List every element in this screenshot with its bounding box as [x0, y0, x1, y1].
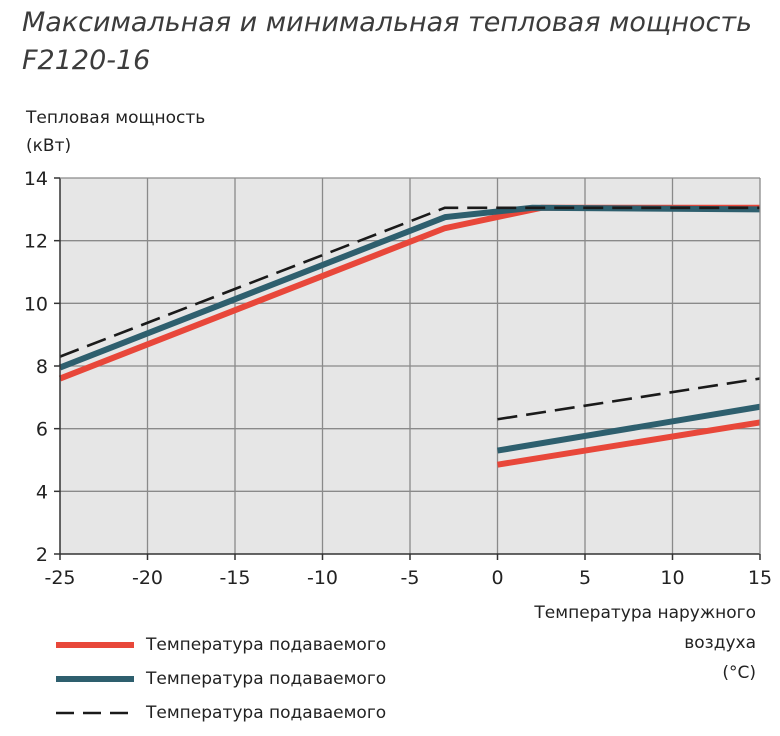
legend-swatch-red — [56, 641, 134, 649]
x-tick-label: 5 — [579, 567, 591, 589]
series-line-dashed-min — [497, 377, 761, 421]
legend-label-teal: Температура подаваемого — [146, 669, 387, 689]
legend-item-teal: Температура подаваемого — [56, 662, 386, 696]
axes — [54, 177, 761, 560]
y-tick-label: 14 — [24, 168, 48, 190]
y-tick-label: 12 — [24, 231, 48, 253]
series-line-dashed-max — [59, 206, 760, 358]
x-tick-label: -20 — [132, 567, 163, 589]
x-tick-label: -5 — [401, 567, 420, 589]
x-tick-label: -10 — [307, 567, 338, 589]
line-chart: 2 4 6 8 10 12 14 -25 -20 -15 -10 -5 0 5 10 15 — [24, 168, 772, 589]
legend-swatch-teal — [56, 675, 134, 683]
x-tick-label: 15 — [748, 567, 772, 589]
chart-title-line2: F2120-16 — [22, 45, 151, 76]
x-axis-label-line2: воздуха — [684, 633, 756, 653]
x-axis-label: Температура наружного воздуха (°C) — [496, 598, 756, 688]
grid — [60, 178, 760, 554]
x-axis-label-line3: (°C) — [722, 663, 756, 683]
y-axis-label-line1: Тепловая мощность — [26, 108, 206, 128]
y-tick-label: 8 — [36, 356, 48, 378]
chart-title-line1: Максимальная и минимальная тепловая мощн… — [22, 7, 753, 38]
x-axis-label-line1: Температура наружного — [534, 603, 756, 623]
x-tick-label: -25 — [44, 567, 75, 589]
legend-label-dashed: Температура подаваемого — [146, 703, 387, 723]
y-tick-label: 10 — [24, 293, 48, 315]
series-group — [58, 204, 761, 468]
x-tick-label: 10 — [660, 567, 684, 589]
legend-item-red: Температура подаваемого — [56, 628, 386, 662]
legend: Температура подаваемого Температура пода… — [56, 628, 386, 730]
legend-label-red: Температура подаваемого — [146, 635, 387, 655]
legend-item-dashed: Температура подаваемого — [56, 696, 386, 730]
chart-title: Максимальная и минимальная тепловая мощн… — [22, 4, 752, 80]
y-axis-label-line2: (кВт) — [26, 136, 72, 156]
y-tick-label: 2 — [36, 544, 48, 566]
y-axis-label: Тепловая мощность (кВт) — [26, 104, 205, 160]
y-tick-labels: 2 4 6 8 10 12 14 — [24, 168, 48, 566]
legend-swatch-dashed — [56, 709, 134, 717]
series-line-2e5f6e-min — [497, 403, 761, 454]
y-tick-label: 4 — [36, 481, 48, 503]
series-line-e8473a-min — [497, 419, 761, 468]
x-tick-label: 0 — [491, 567, 503, 589]
y-tick-label: 6 — [36, 419, 48, 441]
x-tick-labels: -25 -20 -15 -10 -5 0 5 10 15 — [44, 567, 772, 589]
x-tick-label: -15 — [219, 567, 250, 589]
